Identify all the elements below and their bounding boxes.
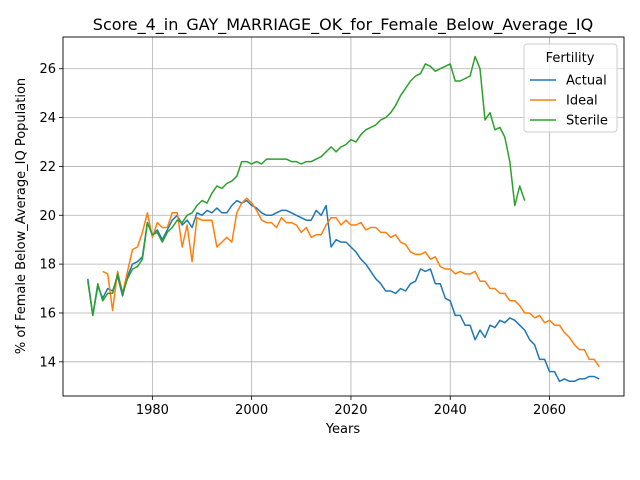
y-tick-label: 18 — [39, 258, 56, 273]
y-axis-label: % of Female Below_Average_IQ Population — [14, 78, 29, 354]
x-tick-label: 2000 — [235, 403, 268, 418]
y-tick-label: 24 — [39, 111, 56, 126]
y-tick-label: 26 — [39, 62, 56, 77]
legend-label-actual: Actual — [566, 74, 607, 89]
legend-entries: Actual Ideal Sterile — [530, 74, 608, 129]
x-tick-label: 2040 — [434, 403, 467, 418]
series-line-sterile — [87, 55, 526, 317]
y-tick-label: 16 — [39, 306, 56, 321]
y-tick-label: 14 — [39, 355, 56, 370]
y-tick-label: 20 — [39, 209, 56, 224]
x-axis-ticks: 1980 2000 2020 2040 2060 — [136, 396, 566, 418]
x-tick-label: 2020 — [334, 403, 367, 418]
chart-title: Score_4_in_GAY_MARRIAGE_OK_for_Female_Be… — [93, 15, 593, 35]
series-line-actual — [87, 199, 600, 383]
legend-label-sterile: Sterile — [566, 114, 608, 129]
legend-box — [523, 43, 618, 133]
x-tick-label: 2060 — [533, 403, 566, 418]
x-tick-label: 1980 — [136, 403, 169, 418]
legend-title: Fertility — [546, 51, 595, 66]
series-line-ideal — [102, 197, 600, 368]
legend: Fertility Actual Ideal Sterile — [523, 43, 618, 133]
series-lines — [87, 55, 600, 383]
x-axis-label: Years — [325, 422, 361, 437]
y-axis-ticks: 14 16 18 20 22 24 26 — [39, 62, 63, 370]
legend-label-ideal: Ideal — [566, 94, 598, 109]
plot-area-frame — [62, 36, 625, 397]
y-tick-label: 22 — [39, 160, 56, 175]
